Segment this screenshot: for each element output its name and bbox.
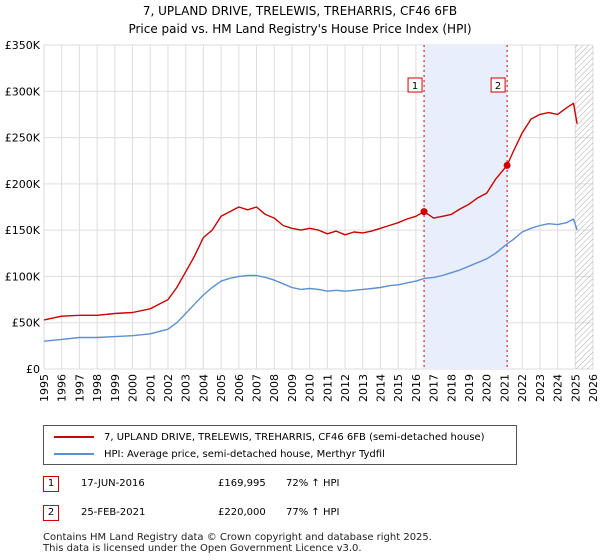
price-chart: £0 £50K £100K £150K £200K £250K £300K £350K 1995… (5, 39, 600, 402)
x-tick-label: 2003 (180, 374, 193, 402)
legend-hpi-swatch (54, 453, 94, 455)
x-tick-label: 2011 (321, 374, 334, 402)
x-tick-label: 2014 (374, 374, 387, 402)
x-tick-label: 2005 (215, 374, 228, 402)
x-tick-label: 2012 (339, 374, 352, 402)
sale-label-text: 1 (412, 81, 418, 92)
legend-price-swatch (54, 436, 94, 438)
x-tick-label: 2017 (428, 374, 441, 402)
chart-title: 7, UPLAND DRIVE, TRELEWIS, TREHARRIS, CF… (142, 4, 458, 18)
x-tick-label: 1999 (109, 374, 122, 402)
sale-price: £220,000 (218, 507, 266, 518)
x-tick-label: 2024 (552, 374, 565, 402)
x-tick-label: 2020 (481, 374, 494, 402)
x-tick-label: 2025 (569, 374, 582, 402)
x-tick-label: 1995 (38, 374, 51, 402)
sale-date: 25-FEB-2021 (81, 507, 146, 518)
chart-subtitle: Price paid vs. HM Land Registry's House … (128, 22, 472, 36)
sale-label-text: 2 (495, 81, 501, 92)
sale-price: £169,995 (218, 478, 266, 489)
y-tick-label: £350K (5, 39, 41, 52)
sale-label-box (490, 77, 506, 93)
x-tick-label: 2026 (587, 374, 600, 402)
sale-hpi-change: 77% ↑ HPI (286, 507, 340, 518)
x-tick-label: 2016 (410, 374, 423, 402)
sale-point (420, 208, 428, 216)
x-tick-label: 2006 (233, 374, 246, 402)
x-tick-label: 2007 (251, 374, 264, 402)
x-tick-label: 2022 (516, 374, 529, 402)
x-tick-label: 2002 (162, 374, 175, 402)
sale-point (503, 161, 511, 169)
legend-hpi-label: HPI: Average price, semi-detached house,… (104, 448, 385, 460)
legend-item-hpi: HPI: Average price, semi-detached house,… (54, 446, 385, 462)
legend-price-label: 7, UPLAND DRIVE, TRELEWIS, TREHARRIS, CF… (104, 431, 485, 443)
y-tick-label: £50K (12, 317, 41, 330)
x-tick-label: 2019 (463, 374, 476, 402)
x-tick-label: 2013 (357, 374, 370, 402)
legend-item-price: 7, UPLAND DRIVE, TRELEWIS, TREHARRIS, CF… (54, 429, 485, 445)
hpi-line (43, 218, 578, 342)
x-tick-label: 2023 (534, 374, 547, 402)
chart-legend: 7, UPLAND DRIVE, TRELEWIS, TREHARRIS, CF… (43, 425, 517, 465)
x-tick-label: 2018 (445, 374, 458, 402)
x-tick-label: 2015 (392, 374, 405, 402)
sale-badge: 1 (43, 476, 59, 492)
y-tick-label: £300K (5, 85, 41, 98)
y-tick-label: £250K (5, 132, 41, 145)
x-tick-label: 2010 (304, 374, 317, 402)
sale-label-box (407, 77, 423, 93)
footer-copyright: Contains HM Land Registry data © Crown c… (43, 532, 432, 543)
x-tick-label: 1998 (91, 374, 104, 402)
x-tick-label: 2000 (127, 374, 140, 402)
x-tick-label: 2009 (286, 374, 299, 402)
x-tick-label: 2001 (144, 374, 157, 402)
x-tick-label: 2021 (498, 374, 511, 402)
x-tick-label: 1996 (56, 374, 69, 402)
x-tick-label: 2004 (197, 374, 210, 402)
sale-period-band (424, 45, 508, 369)
y-tick-label: £0 (26, 363, 40, 376)
y-tick-label: £150K (5, 224, 41, 237)
y-tick-label: £200K (5, 178, 41, 191)
x-tick-label: 2008 (268, 374, 281, 402)
forecast-hatch (575, 45, 593, 369)
sale-date: 17-JUN-2016 (81, 478, 145, 489)
sale-badge: 2 (43, 505, 59, 521)
footer-licence: This data is licensed under the Open Gov… (43, 543, 362, 554)
sale-hpi-change: 72% ↑ HPI (286, 478, 340, 489)
x-tick-label: 1997 (73, 374, 86, 402)
y-tick-label: £100K (5, 270, 41, 283)
